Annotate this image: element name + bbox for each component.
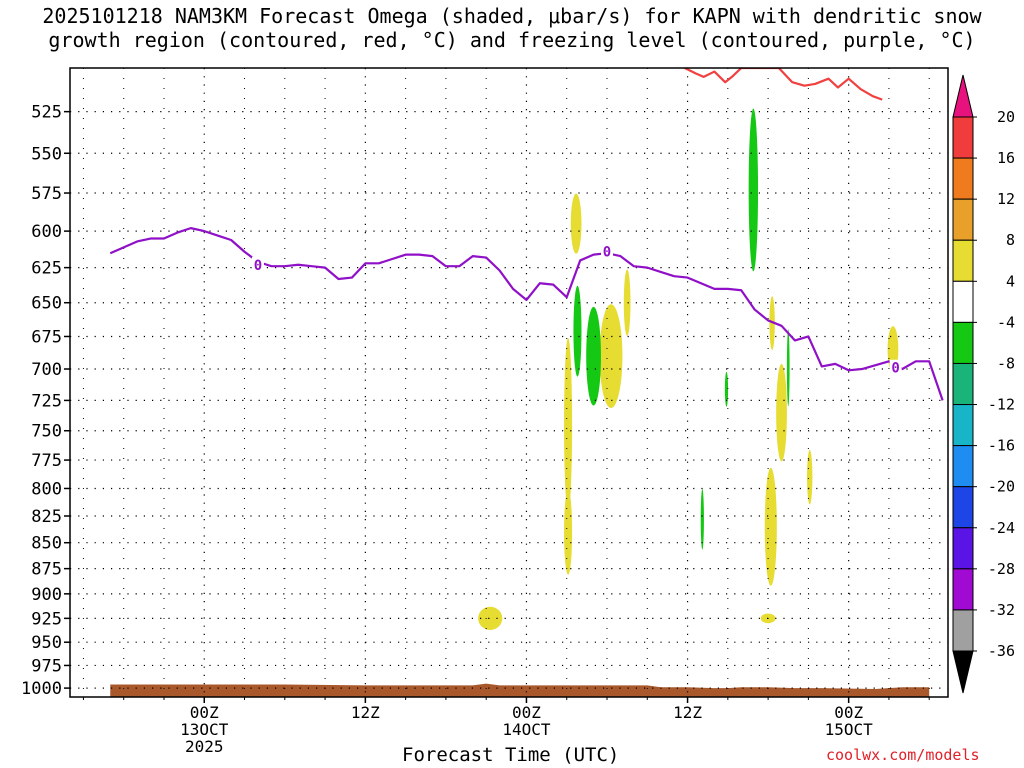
colorbar-label-0: 20	[997, 108, 1015, 126]
omega-region-13	[586, 306, 601, 406]
colorbar-box-1	[952, 157, 974, 200]
omega-shading	[478, 108, 899, 630]
y-tick-label-875: 875	[31, 560, 62, 580]
title-line-2: growth region (contoured, red, °C) and f…	[48, 28, 976, 52]
colorbar-box-7	[952, 404, 974, 447]
y-tick-label-650: 650	[31, 294, 62, 314]
title-line-1: 2025101218 NAM3KM Forecast Omega (shaded…	[42, 4, 982, 28]
colorbar-label-9: -20	[988, 478, 1015, 496]
colorbar-box-10	[952, 527, 974, 570]
x-tick-label-4-0: 00Z	[834, 703, 863, 722]
x-tick-label-2-0: 00Z	[512, 703, 541, 722]
omega-region-4	[623, 269, 631, 336]
contour-label-bg-1	[601, 243, 614, 260]
y-tick-label-725: 725	[31, 391, 62, 411]
colorbar-box-6	[952, 362, 974, 406]
omega-region-14	[748, 108, 759, 272]
colorbar-label-2: 12	[997, 190, 1015, 208]
colorbar-label-10: -24	[988, 519, 1015, 537]
colorbar-label-8: -16	[988, 437, 1015, 455]
colorbar-box-11	[952, 568, 974, 611]
omega-region-17	[786, 329, 790, 407]
colorbar-label-7: -12	[988, 396, 1015, 414]
terrain-fill	[110, 683, 930, 697]
y-tick-label-925: 925	[31, 609, 62, 629]
colorbar-top-arrow	[952, 74, 974, 118]
contour-freezing-level	[109, 227, 944, 401]
contour-label-1: 0	[603, 245, 611, 261]
terrain-layer	[110, 683, 930, 697]
colorbar-label-12: -32	[988, 601, 1015, 619]
y-tick-label-550: 550	[31, 144, 62, 164]
plot-background	[70, 68, 948, 697]
colorbar-label-5: -4	[997, 313, 1015, 331]
x-tick-label-2-1: 14OCT	[502, 720, 551, 739]
colorbar-box-2	[952, 198, 974, 241]
colorbar-box-4	[952, 280, 974, 323]
y-tick-label-950: 950	[31, 633, 62, 653]
colorbar-box-9	[952, 486, 974, 529]
colorbar-box-0	[952, 116, 974, 159]
y-tick-label-575: 575	[31, 184, 62, 204]
contour-label-bg-0	[251, 256, 264, 273]
y-tick-label-775: 775	[31, 451, 62, 471]
y-tick-label-625: 625	[31, 259, 62, 279]
y-tick-label-700: 700	[31, 360, 62, 380]
colorbar: 20 16 12 8 4 -4 -8 -12 -16 -20 -24 -28 -32 -36	[952, 74, 1015, 694]
y-tick-label-525: 525	[31, 103, 62, 123]
omega-region-3	[599, 304, 623, 409]
chart-title: 2025101218 NAM3KM Forecast Omega (shaded…	[0, 4, 1024, 52]
y-tick-label-850: 850	[31, 534, 62, 554]
omega-region-2	[564, 489, 573, 575]
y-tick-label-975: 975	[31, 656, 62, 676]
y-tick-label-750: 750	[31, 422, 62, 442]
y-axis: 525 550 575 600 625 650 675 700 725 750 775 800 825 8…	[21, 103, 70, 699]
plot-area	[70, 68, 948, 697]
x-axis-label: Forecast Time (UTC)	[402, 744, 620, 766]
credit-link[interactable]: coolwx.com/models	[826, 746, 980, 764]
contour-label-2: 0	[891, 361, 899, 377]
colorbar-label-4: 4	[1006, 272, 1015, 290]
contour-label-bg-2	[889, 359, 902, 376]
colorbar-box-12	[952, 609, 974, 652]
colorbar-label-13: -36	[988, 642, 1015, 660]
contour-lines: 0 0 0	[109, 68, 944, 401]
y-tick-label-600: 600	[31, 222, 62, 242]
omega-region-15	[700, 488, 704, 550]
omega-region-5	[478, 606, 503, 630]
x-tick-label-4-1: 15OCT	[825, 720, 874, 739]
colorbar-box-5	[952, 321, 974, 364]
y-tick-label-800: 800	[31, 479, 62, 499]
y-tick-label-1000: 1000	[21, 679, 62, 699]
colorbar-label-3: 8	[1006, 231, 1015, 249]
omega-region-7	[776, 363, 787, 462]
colorbar-box-8	[952, 445, 974, 488]
contour-label-0: 0	[254, 258, 262, 274]
omega-region-12	[573, 285, 582, 377]
omega-region-8	[764, 467, 777, 586]
omega-region-0	[570, 193, 582, 254]
contour-dgz	[684, 68, 883, 101]
y-tick-label-825: 825	[31, 507, 62, 527]
x-tick-label-0-1: 13OCT	[180, 720, 229, 739]
colorbar-label-1: 16	[997, 149, 1015, 167]
omega-region-1	[564, 338, 573, 512]
x-tick-label-1-0: 12Z	[351, 703, 380, 722]
y-tick-label-675: 675	[31, 327, 62, 347]
colorbar-label-6: -8	[997, 354, 1015, 372]
plot-border	[69, 67, 949, 698]
y-tick-label-900: 900	[31, 585, 62, 605]
x-tick-label-0-0: 00Z	[190, 703, 219, 722]
colorbar-label-11: -28	[988, 560, 1015, 578]
plot-frame	[69, 67, 949, 698]
colorbar-bottom-arrow	[952, 650, 974, 694]
x-tick-label-0-2: 2025	[185, 737, 224, 756]
x-tick-label-3-0: 12Z	[673, 703, 702, 722]
omega-region-16	[724, 371, 729, 407]
omega-region-9	[807, 450, 813, 505]
colorbar-box-3	[952, 239, 974, 282]
